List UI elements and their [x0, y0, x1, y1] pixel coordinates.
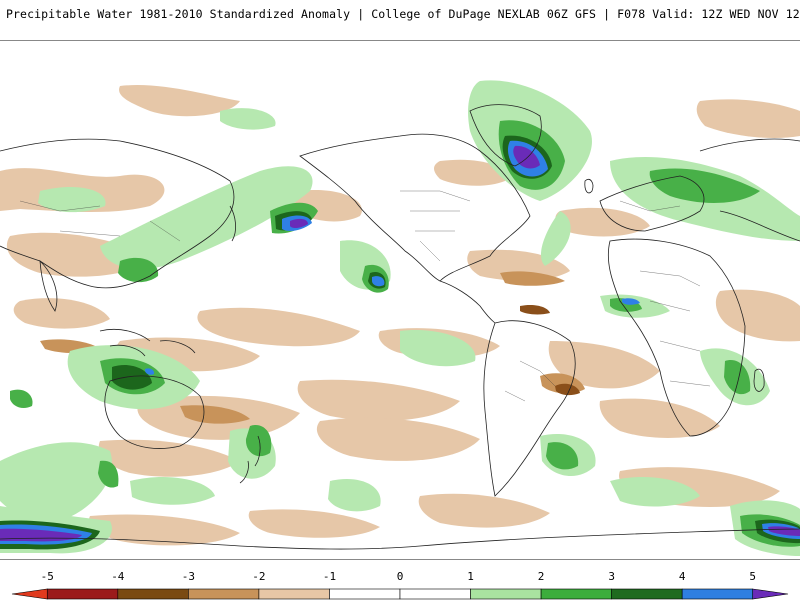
map-title: Precipitable Water 1981-2010 Standardize… [6, 7, 800, 21]
coastlines [0, 104, 800, 550]
colorbar-tick-labels: -5 -4 -3 -2 -1 0 1 2 3 4 5 [0, 570, 800, 584]
colorbar-bin [117, 588, 189, 600]
colorbar-bin [11, 588, 48, 600]
colorbar-bin [752, 588, 789, 600]
colorbar-bin [399, 588, 471, 600]
dry-anomaly-regions [0, 84, 800, 546]
title-product: Precipitable Water 1981-2010 Standardize… [6, 7, 351, 21]
country-borders [19, 190, 711, 402]
colorbar-bin [46, 588, 119, 600]
colorbar-tick-label: -1 [322, 570, 337, 583]
colorbar-tick-label: -4 [111, 570, 125, 583]
dry-anomaly-dark [520, 304, 580, 396]
colorbar-tick-label: 4 [678, 570, 686, 583]
colorbar-tick-label: 0 [396, 570, 404, 583]
wet-anomaly-light [0, 80, 800, 556]
colorbar-bin [188, 588, 260, 600]
colorbar-tick-label: -2 [252, 570, 266, 583]
colorbar-tick-label: 5 [749, 570, 757, 583]
map-panel[interactable] [0, 40, 800, 560]
title-valid-time: F078 Valid: 12Z WED NOV 12 2025 [617, 7, 800, 21]
colorbar-tick-label: 3 [608, 570, 615, 583]
colorbar-bin [611, 588, 683, 600]
colorbar-bin [258, 588, 330, 600]
colorbar-scale [11, 588, 789, 600]
colorbar-tick-label: -3 [181, 570, 195, 583]
colorbar-legend: -5 -4 -3 -2 -1 0 1 2 3 4 5 [0, 570, 800, 600]
world-map [0, 80, 800, 556]
colorbar-bin [329, 588, 401, 600]
colorbar-tick-label: -5 [40, 570, 54, 583]
colorbar-bin [540, 588, 612, 600]
colorbar-bin [681, 588, 754, 600]
colorbar-tick-label: 2 [537, 570, 545, 583]
title-source: College of DuPage NEXLAB [371, 7, 540, 21]
title-model-run: 06Z GFS [546, 7, 597, 21]
title-separator: | [357, 7, 372, 21]
title-separator-2: | [603, 7, 618, 21]
map-header: Precipitable Water 1981-2010 Standardize… [0, 0, 800, 28]
colorbar-tick-label: 1 [467, 570, 474, 583]
colorbar-bin [470, 588, 542, 600]
